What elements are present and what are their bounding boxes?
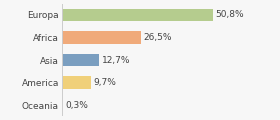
Text: 26,5%: 26,5% (143, 33, 171, 42)
Text: 9,7%: 9,7% (93, 78, 116, 87)
Text: 50,8%: 50,8% (215, 10, 244, 19)
Bar (62, 54, 99, 66)
Text: 12,7%: 12,7% (102, 55, 130, 65)
Bar (62, 31, 141, 44)
Bar (62, 9, 213, 21)
Text: 0,3%: 0,3% (65, 101, 88, 110)
Bar (62, 76, 90, 89)
